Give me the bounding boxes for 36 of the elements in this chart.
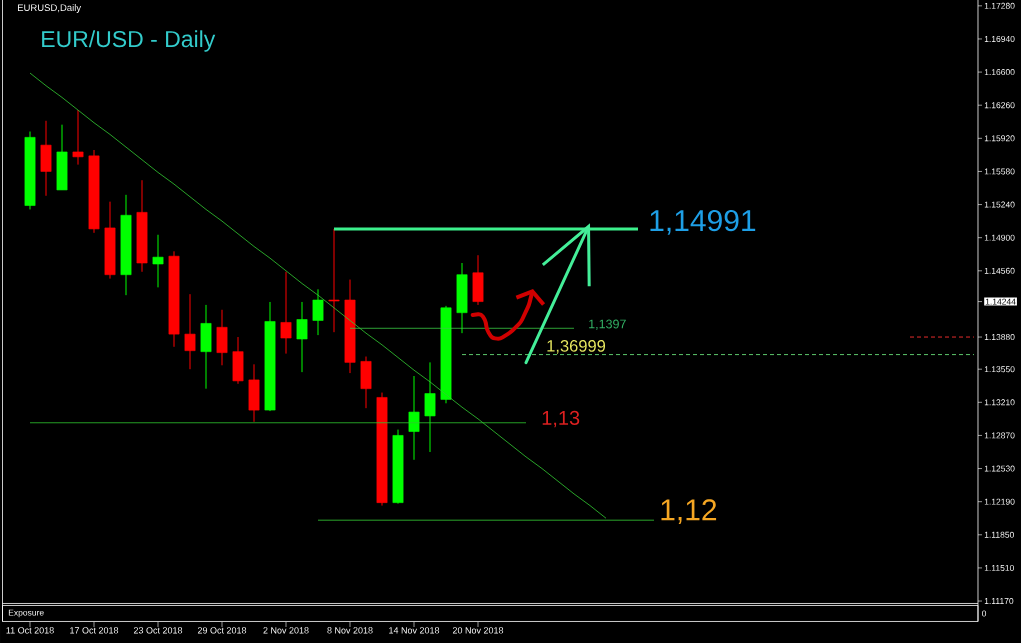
x-tick-label: 8 Nov 2018 [327, 627, 373, 634]
y-tick-label: 1.14560 [984, 267, 1015, 274]
y-tick-label: 1.15580 [984, 168, 1015, 175]
y-tick-label: 1.13210 [984, 399, 1015, 406]
series-label: 1,12 [661, 499, 717, 525]
y-tick-label: 1.11510 [984, 564, 1014, 571]
y-tick-label: 1.12530 [984, 465, 1015, 472]
x-tick-label: 17 Oct 2018 [70, 627, 119, 634]
x-tick-label: 14 Nov 2018 [389, 627, 440, 634]
y-tick-label: 1.14244 [985, 298, 1016, 305]
y-tick-label: 1.16260 [984, 102, 1015, 109]
y-tick-label: 1.11170 [984, 598, 1014, 605]
y-tick-label: 1.12870 [984, 432, 1015, 439]
y-tick-label: 1.11850 [984, 531, 1014, 538]
x-tick-label: 2 Nov 2018 [263, 627, 309, 634]
x-tick-label: 29 Oct 2018 [197, 627, 247, 634]
series-label: 1,36999 [547, 340, 606, 354]
x-tick-label: 20 Nov 2018 [452, 627, 504, 634]
text: EUR/USD - Daily [42, 30, 216, 52]
y-tick-label: 1.14900 [984, 234, 1015, 241]
x-tick-label: 23 Oct 2018 [133, 627, 183, 634]
text: Exposure [8, 609, 44, 618]
y-tick-label: 1.16940 [984, 35, 1015, 42]
y-tick-label: 1.15240 [984, 201, 1015, 208]
series-label: 1,1397 [589, 319, 626, 330]
series-label: 1,14991 [650, 209, 756, 235]
y-tick-label: 1.16600 [984, 69, 1015, 76]
y-tick-label: 1.12190 [984, 498, 1015, 505]
text: 0 [982, 610, 987, 617]
y-tick-label: 1.13880 [984, 334, 1015, 341]
y-tick-label: 1.13550 [984, 366, 1015, 373]
series-label: 1,13 [542, 410, 580, 428]
annotation: EURUSD,Daily [18, 4, 82, 13]
y-tick-label: 1.15920 [984, 135, 1015, 142]
x-tick-label: 11 Oct 2018 [6, 627, 54, 634]
y-tick-label: 1.17280 [984, 2, 1015, 9]
